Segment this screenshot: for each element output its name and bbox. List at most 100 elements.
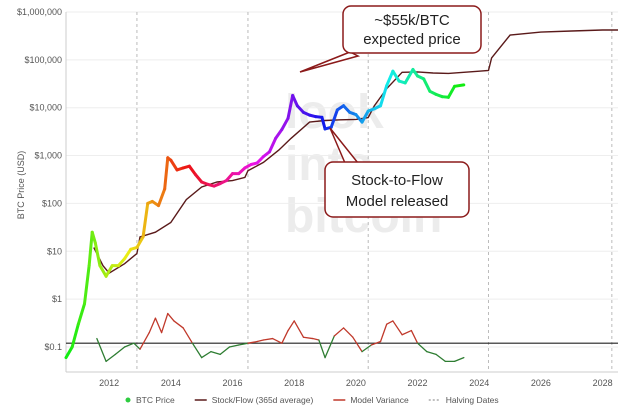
callout-pointer — [299, 51, 361, 73]
price-segment — [187, 164, 198, 177]
price-segment — [291, 93, 299, 108]
variance-segment — [302, 336, 314, 340]
y-tick-label: $10 — [47, 246, 62, 256]
price-segment — [453, 83, 466, 88]
price-segment — [98, 264, 108, 278]
price-segment — [422, 77, 432, 93]
axes — [65, 12, 618, 373]
price-segment — [224, 172, 235, 183]
variance-segment — [160, 312, 169, 334]
variance-segment — [219, 346, 231, 356]
price-segment — [70, 322, 80, 349]
price-segment — [295, 104, 305, 114]
price-segment — [446, 84, 457, 99]
price-segment — [64, 345, 74, 360]
variance-segment — [238, 342, 249, 346]
variance-segment — [167, 312, 175, 322]
price-segment — [329, 108, 339, 129]
variance-segment — [426, 350, 437, 356]
variance-segment — [342, 327, 354, 338]
price-segment — [194, 173, 204, 184]
legend-item: Stock/Flow (365d average) — [194, 395, 313, 405]
x-tick-label: 2024 — [469, 378, 489, 388]
variance-segment — [123, 342, 135, 348]
series-layer — [64, 29, 618, 363]
legend-label: Halving Dates — [446, 395, 499, 405]
x-tick-label: 2012 — [99, 378, 119, 388]
variance-segment — [361, 344, 372, 353]
y-tick-label: $100,000 — [24, 55, 62, 65]
variance-segment — [392, 320, 403, 336]
y-tick-label: $1,000 — [34, 151, 62, 161]
variance-segment — [370, 340, 382, 346]
variance-segment — [386, 320, 394, 325]
variance-segment — [256, 339, 265, 343]
price-segment — [135, 235, 145, 249]
x-tick-label: 2022 — [408, 378, 428, 388]
price-segment — [385, 69, 395, 88]
price-segment — [87, 230, 94, 268]
callout-expected-price: ~$55k/BTC expected price — [299, 5, 482, 73]
y-tick-labels: $1,000,000 $100,000 $10,000 $1,000 $100 $10 $1… — [17, 7, 62, 352]
price-segment — [403, 67, 415, 85]
legend: BTC Price Stock/Flow (365d average) Model … — [125, 395, 499, 405]
price-segment — [286, 93, 295, 120]
legend-item: Halving Dates — [428, 395, 499, 405]
price-segment — [93, 241, 102, 268]
price-segment — [320, 115, 327, 131]
variance-segment — [96, 337, 107, 363]
variance-segment — [133, 342, 141, 350]
y-tick-label: $10,000 — [29, 103, 62, 113]
x-tick-label: 2020 — [346, 378, 366, 388]
y-tick-label: $0.1 — [44, 342, 62, 352]
variance-segment — [247, 340, 258, 344]
callout-line-2: expected price — [363, 31, 461, 48]
variance-segment — [114, 346, 126, 356]
callout-box — [342, 5, 482, 54]
callout-line-1: ~$55k/BTC — [374, 12, 450, 29]
price-segment — [104, 264, 114, 278]
y-tick-label: $100 — [42, 198, 62, 208]
x-tick-label: 2026 — [531, 378, 551, 388]
legend-item: BTC Price — [125, 395, 175, 405]
price-segment — [280, 116, 290, 132]
x-tick-label: 2028 — [593, 378, 613, 388]
price-segment — [76, 302, 87, 326]
variance-segment — [271, 337, 283, 344]
variance-segment — [139, 331, 150, 350]
price-segment — [354, 113, 364, 124]
variance-segment — [191, 342, 203, 359]
x-tick-label: 2014 — [161, 378, 181, 388]
callout-model-released: Stock-to-Flow Model released — [324, 127, 470, 218]
price-segment — [360, 109, 370, 124]
stock-flow-line — [93, 29, 618, 275]
y-tick-label: $1,000,000 — [17, 7, 62, 17]
legend-label: Model Variance — [350, 395, 409, 405]
variance-segment — [352, 336, 363, 353]
price-segment — [90, 230, 97, 245]
price-segment — [163, 156, 170, 191]
variance-segment — [416, 342, 428, 353]
price-segment — [169, 158, 179, 172]
variance-segment — [312, 337, 320, 341]
variance-segment — [453, 356, 465, 363]
variance-segment — [154, 317, 163, 334]
callout-line-2: Model released — [346, 193, 449, 210]
price-segment — [141, 201, 150, 239]
price-segment — [274, 128, 284, 140]
price-segment — [268, 136, 278, 154]
legend-label: BTC Price — [136, 395, 175, 405]
variance-segment — [333, 327, 345, 337]
variance-segment — [173, 320, 184, 329]
price-segment — [157, 187, 167, 208]
variance-segment — [401, 329, 413, 336]
variance-segment — [201, 350, 212, 359]
price-segment — [83, 264, 91, 306]
variance-segment — [287, 320, 295, 332]
variance-segment — [318, 339, 326, 359]
y-tick-label: $1 — [52, 294, 62, 304]
variance-segment — [105, 353, 116, 363]
variance-segment — [182, 327, 194, 344]
variance-segment — [148, 317, 157, 334]
